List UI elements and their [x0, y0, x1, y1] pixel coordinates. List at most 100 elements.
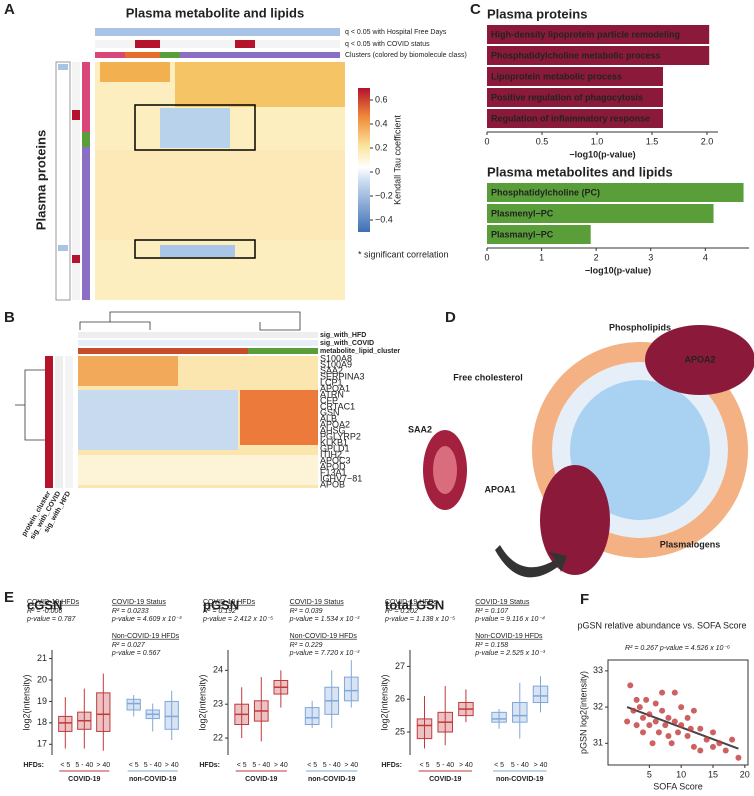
row-label: CFP [320, 395, 338, 405]
annotation-text: p-value = 0.567 [111, 650, 162, 657]
box [343, 676, 359, 702]
x-tick-label: > 40 [165, 762, 179, 769]
row-label: ALB [320, 413, 337, 423]
point [710, 743, 716, 750]
bar-label: Plasmenyl−PC [491, 208, 554, 218]
point [649, 740, 656, 747]
bar [487, 109, 663, 128]
point [665, 733, 672, 740]
panel-label: B [4, 309, 15, 326]
point [659, 689, 666, 696]
x-tick-label: 5 - 40 [323, 762, 341, 769]
x-tick-label: 5 - 40 [252, 762, 270, 769]
x-tick-label: > 40 [534, 762, 548, 769]
box [304, 707, 320, 726]
panel-label: E [4, 589, 14, 606]
legend-label: COVID-19 [245, 776, 277, 783]
x-tick-label: 0 [484, 136, 489, 146]
colorbar-tick-label: 0.6 [375, 94, 388, 104]
diagram-label: APOA2 [684, 354, 715, 364]
row-label: IGHV7−81 [320, 473, 362, 483]
point [678, 722, 685, 729]
row-label: LCP1 [320, 377, 343, 387]
annotation-text: R² = -0.006 [27, 608, 62, 615]
bar [487, 225, 591, 244]
row-label: S100A9 [320, 359, 352, 369]
y-tick-label: 19 [37, 696, 47, 706]
point [722, 747, 729, 754]
y-tick-label: 32 [593, 701, 603, 711]
annotation-title: Non-COVID-19 HFDs [112, 633, 180, 640]
y-tick-label: 20 [37, 674, 47, 684]
point [690, 743, 697, 750]
y-tick-label: 31 [593, 738, 603, 748]
y-tick-label: 21 [37, 653, 47, 663]
box [512, 702, 528, 723]
point [652, 718, 659, 725]
legend-label: non-COVID-19 [129, 776, 177, 783]
y-axis-label: log2(intensity) [21, 674, 31, 730]
x-tick-label: < 5 [307, 762, 317, 769]
row-label: PGLYRP2 [320, 431, 361, 441]
legend-label: COVID-19 [429, 776, 461, 783]
chart-title: pGSN [203, 597, 239, 612]
annotation-label: metabolite_lipid_cluster [320, 348, 400, 355]
x-tick-label: 4 [703, 252, 708, 262]
x-tick-label: > 40 [96, 762, 110, 769]
y-tick-label: 26 [395, 694, 405, 704]
y-axis-label: Plasma proteins [33, 130, 48, 230]
annotation-label: q < 0.05 with COVID status [345, 41, 430, 48]
annotation-label: sig_with_HFD [320, 332, 366, 339]
x-tick-label: < 5 [60, 762, 70, 769]
chart-title: total GSN [385, 597, 444, 612]
annotation-title: COVID-19 Status [112, 599, 167, 606]
colorbar-tick-label: 0.4 [375, 118, 388, 128]
bar [487, 88, 663, 107]
box [416, 718, 433, 740]
annotation-title: Non-COVID-19 HFDs [475, 633, 543, 640]
legend-label: non-COVID-19 [496, 776, 544, 783]
annotation-text: p-value = 4.609 x 10⁻³ [111, 616, 182, 623]
point [687, 725, 694, 732]
x-tick-label: 2 [594, 252, 599, 262]
x-axis-label: HFDs: [381, 762, 402, 769]
x-tick-label: 3 [648, 252, 653, 262]
legend-label: COVID-19 [68, 776, 100, 783]
diagram-label: Phospholipids [609, 322, 671, 332]
point [684, 733, 691, 740]
row-label: SAA2 [320, 365, 343, 375]
row-label: APOC3 [320, 455, 351, 465]
point [624, 718, 631, 725]
x-tick-label: 1 [539, 252, 544, 262]
annotation-label: q < 0.05 with Hospital Free Days [345, 29, 447, 36]
row-label: APOB [320, 479, 345, 489]
heatmap-b [15, 311, 318, 488]
point [640, 729, 646, 736]
point [643, 696, 650, 703]
box [491, 711, 507, 723]
point [630, 707, 637, 714]
annotation-text: R² = 0.192 [203, 608, 236, 615]
annotation-text: R² = 0.0233 [112, 608, 149, 615]
annotation-text: p-value = 9.116 x 10⁻⁴ [474, 616, 545, 623]
point [665, 714, 672, 721]
point [690, 707, 697, 714]
annotation-title: COVID-19 HFDs [203, 599, 256, 606]
colorbar-tick-label: −0.4 [375, 214, 393, 224]
diagram-label: Free cholesterol [453, 372, 523, 382]
point [703, 736, 710, 743]
annotation-title: COVID-19 Status [475, 599, 530, 606]
y-tick-label: 27 [395, 661, 405, 671]
annotation-text: R² = 0.158 [475, 642, 508, 649]
box [58, 715, 73, 732]
x-tick-label: > 40 [344, 762, 358, 769]
x-tick-label: 20 [740, 769, 750, 779]
chart-title: cGSN [27, 597, 62, 612]
x-tick-label: 5 - 40 [75, 762, 93, 769]
bar-label: Positive regulation of phagocytosis [491, 92, 643, 102]
colorbar-title: Kendall Tau coefficient [392, 115, 402, 205]
annotation-text: R² = 0.107 [475, 608, 509, 615]
point [633, 696, 640, 703]
annotation-text: R² = 0.202 [385, 608, 418, 615]
heatmap-title: Plasma metabolite and lipids [126, 5, 304, 20]
